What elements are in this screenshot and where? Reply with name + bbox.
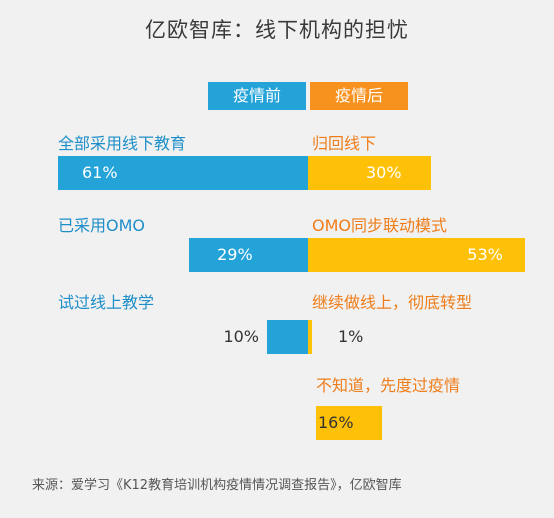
bar-after-2 bbox=[308, 320, 313, 354]
chart-title: 亿欧智库：线下机构的担忧 bbox=[145, 18, 409, 42]
bar-after-3 bbox=[316, 406, 382, 440]
category-label-after-1: OMO同步联动模式 bbox=[312, 216, 447, 235]
category-label-before-2: 试过线上教学 bbox=[58, 293, 155, 312]
category-label-after-3: 不知道，先度过疫情 bbox=[316, 376, 461, 395]
bar-before-2 bbox=[267, 320, 308, 354]
value-label-after-2: 1% bbox=[338, 327, 364, 346]
bar-before-0 bbox=[57, 156, 308, 190]
category-label-after-2: 继续做线上，彻底转型 bbox=[312, 293, 473, 312]
category-label-before-1: 已采用OMO bbox=[58, 216, 145, 235]
legend-after: 疫情后 bbox=[310, 82, 408, 110]
value-label-after-3: 16% bbox=[318, 413, 354, 432]
value-label-after-0: 30% bbox=[366, 163, 402, 182]
bar-after-1 bbox=[308, 238, 526, 272]
value-label-before-1: 29% bbox=[217, 245, 253, 264]
category-label-before-0: 全部采用线下教育 bbox=[58, 134, 187, 153]
bar-before-1 bbox=[189, 238, 308, 272]
value-label-before-2: 10% bbox=[223, 327, 259, 346]
source-note: 来源：爱学习《K12教育培训机构疫情情况调查报告》，亿欧智库 bbox=[32, 478, 402, 493]
bar-after-0 bbox=[308, 156, 431, 190]
value-label-after-1: 53% bbox=[467, 245, 503, 264]
value-label-before-0: 61% bbox=[82, 163, 118, 182]
category-label-after-0: 归回线下 bbox=[312, 134, 377, 153]
legend-before: 疫情前 bbox=[208, 82, 306, 110]
